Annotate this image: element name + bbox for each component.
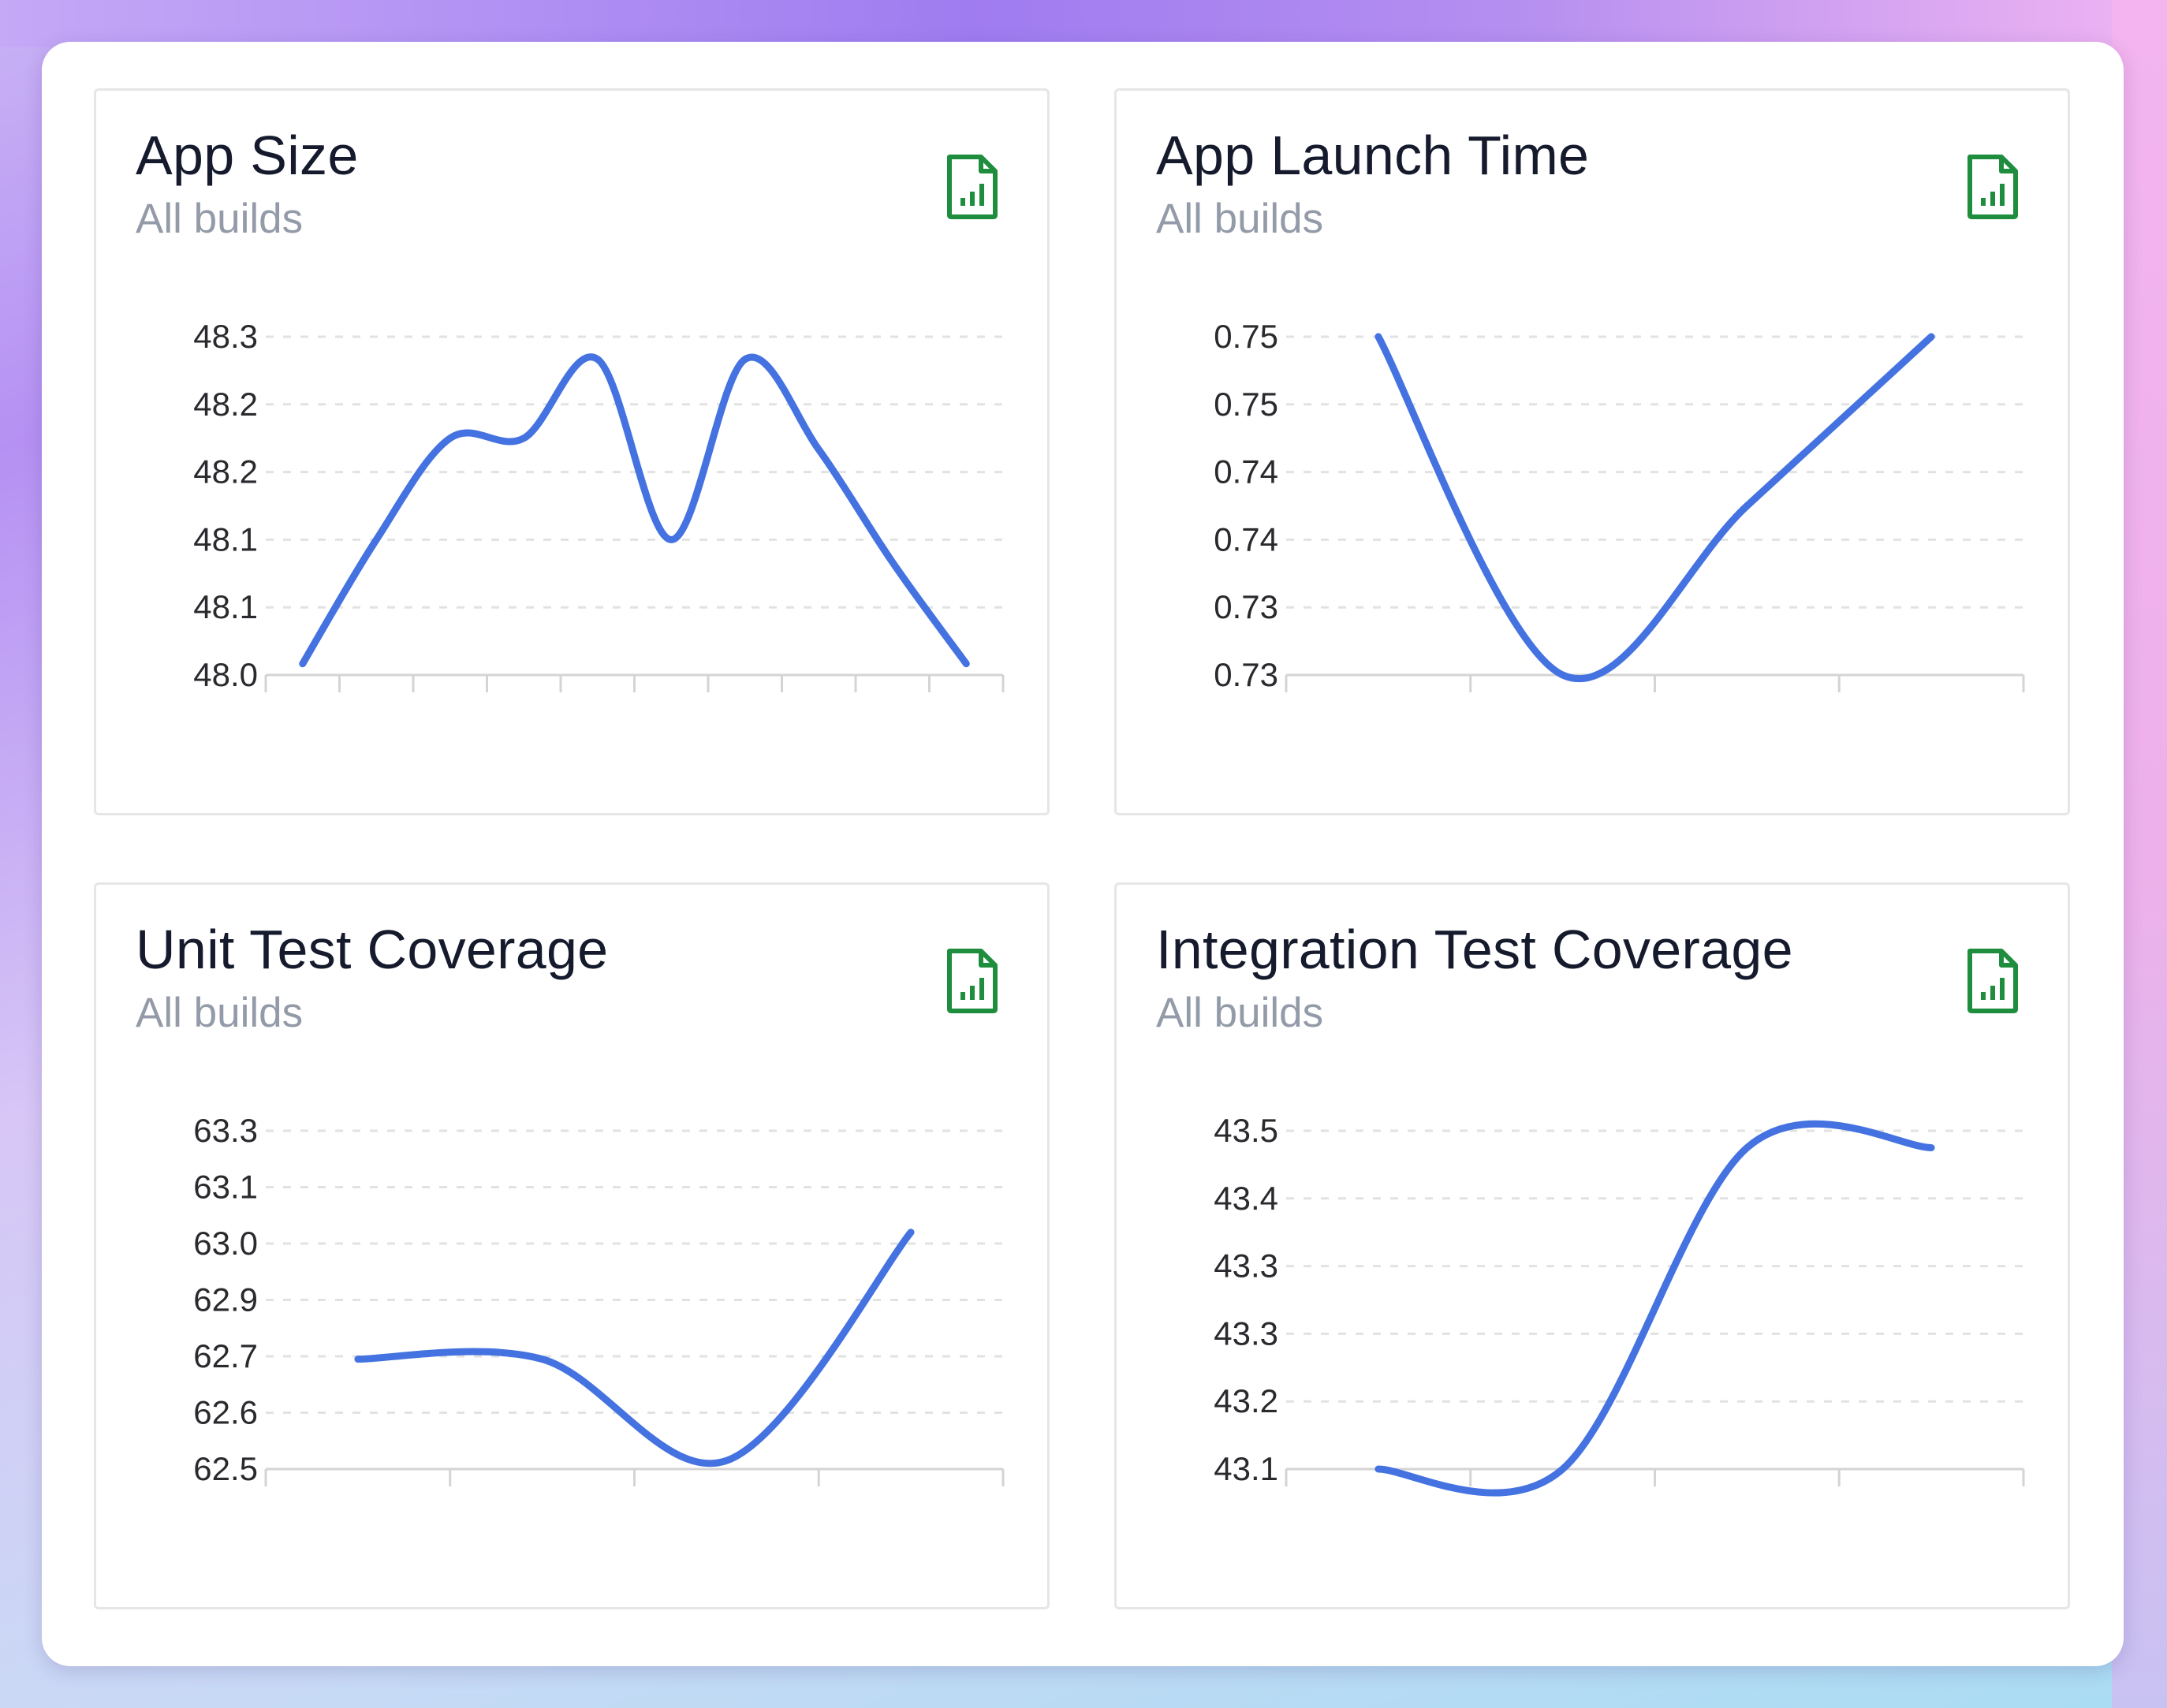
series-line	[1374, 333, 1935, 683]
y-tick-label: 48.1	[193, 588, 258, 625]
y-tick-label: 63.0	[193, 1225, 258, 1262]
y-tick-label: 43.5	[1214, 1112, 1278, 1149]
y-tick-label: 63.1	[193, 1169, 258, 1206]
chart-card-app-size: App Size All builds 48.3 48.2 48.2 48.1 48.1…	[94, 88, 1050, 815]
chart-card-app-launch-time: App Launch Time All builds 0.75 0.75 0.74 0…	[1114, 88, 2070, 815]
y-tick-label: 62.5	[193, 1450, 258, 1487]
y-tick-label: 48.2	[193, 453, 258, 490]
series-line	[354, 1229, 915, 1467]
chart-card-unit-test-coverage: Unit Test Coverage All builds 63.3 63.1 63…	[94, 882, 1050, 1609]
card-subtitle: All builds	[136, 990, 304, 1036]
chart-card-integration-test-coverage: Integration Test Coverage All builds 43.…	[1114, 882, 2070, 1609]
integration-test-coverage-chart: 43.5 43.4 43.3 43.3 43.2 43.1	[1214, 1112, 2025, 1497]
unit-test-coverage-chart: 63.3 63.1 63.0 62.9 62.7 62.6 62.5	[193, 1112, 1005, 1487]
spreadsheet-chart-icon[interactable]	[945, 154, 1000, 220]
y-tick-label: 43.4	[1214, 1180, 1278, 1217]
y-tick-label: 62.9	[193, 1281, 258, 1318]
card-subtitle: All builds	[1156, 990, 1324, 1036]
card-title: Unit Test Coverage	[136, 919, 609, 980]
spreadsheet-chart-icon[interactable]	[1965, 948, 2020, 1014]
y-tick-label: 0.73	[1214, 656, 1278, 693]
card-title: Integration Test Coverage	[1156, 919, 1793, 980]
y-tick-label: 0.75	[1214, 386, 1278, 423]
app-size-chart: 48.3 48.2 48.2 48.1 48.1 48.0	[193, 318, 1005, 693]
y-tick-label: 62.7	[193, 1337, 258, 1374]
y-tick-label: 0.73	[1214, 588, 1278, 625]
y-tick-label: 0.74	[1214, 520, 1278, 558]
card-title: App Launch Time	[1156, 125, 1590, 186]
y-tick-label: 0.74	[1214, 453, 1278, 490]
card-title: App Size	[136, 125, 359, 186]
card-subtitle: All builds	[136, 196, 304, 242]
spreadsheet-chart-icon[interactable]	[1965, 154, 2020, 220]
series-line	[299, 353, 970, 668]
y-tick-label: 48.0	[193, 656, 258, 693]
background-top-gradient	[0, 0, 2167, 47]
y-tick-label: 43.3	[1214, 1315, 1278, 1352]
y-tick-label: 62.6	[193, 1394, 258, 1431]
spreadsheet-chart-icon[interactable]	[945, 948, 1000, 1014]
y-tick-label: 48.1	[193, 520, 258, 558]
y-tick-label: 63.3	[193, 1112, 258, 1149]
y-tick-label: 48.2	[193, 386, 258, 423]
app-launch-time-chart: 0.75 0.75 0.74 0.74 0.73 0.73	[1214, 318, 2025, 693]
y-tick-label: 43.2	[1214, 1382, 1278, 1419]
series-line	[1374, 1120, 1935, 1497]
y-tick-label: 0.75	[1214, 318, 1278, 355]
y-tick-label: 43.1	[1214, 1450, 1278, 1487]
card-subtitle: All builds	[1156, 196, 1324, 242]
y-tick-label: 48.3	[193, 318, 258, 355]
y-tick-label: 43.3	[1214, 1247, 1278, 1285]
dashboard-panel: App Size All builds 48.3 48.2 48.2 48.1 48.1…	[42, 42, 2124, 1666]
